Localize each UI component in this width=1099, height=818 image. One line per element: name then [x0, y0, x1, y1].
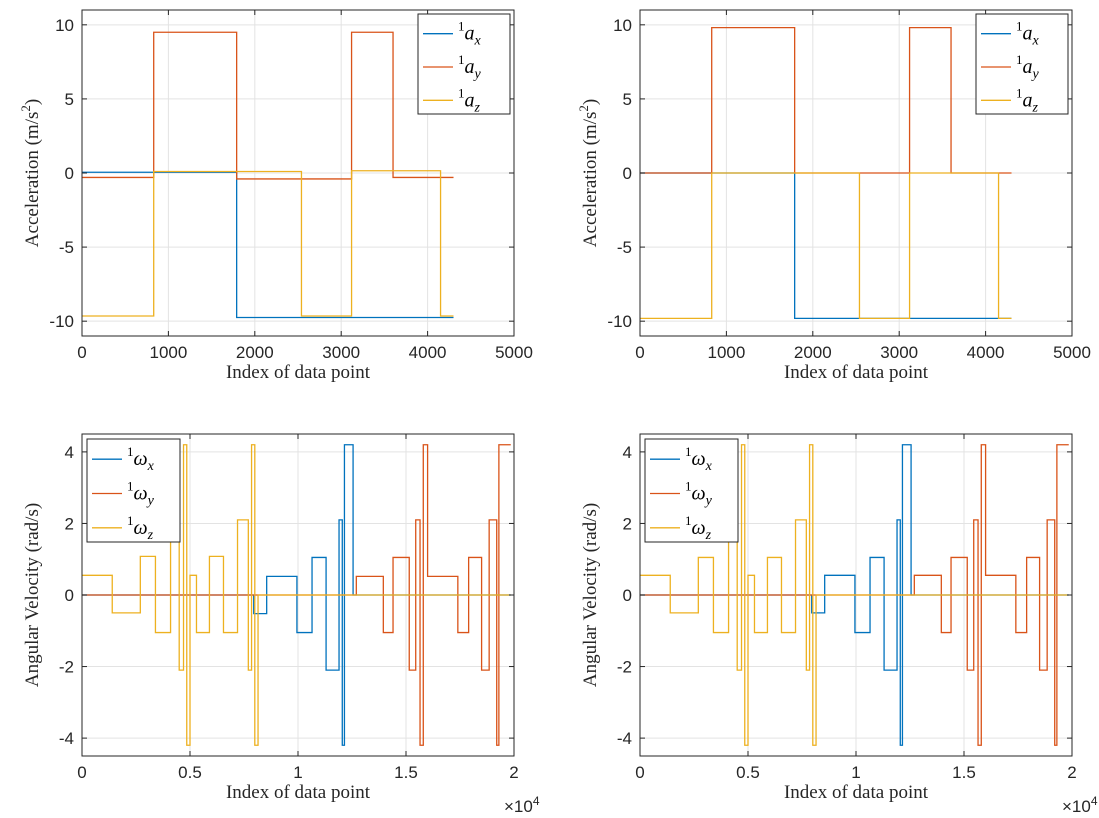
- y-tick-label: -4: [59, 729, 74, 748]
- y-tick-label: -2: [59, 658, 74, 677]
- legend-entry-z: 1ωz: [685, 513, 712, 543]
- legend-entry-y: 1ωy: [127, 479, 155, 509]
- y-tick-label: -4: [617, 729, 632, 748]
- x-tick-label: 1: [293, 763, 302, 782]
- y-tick-label: 5: [623, 90, 632, 109]
- legend-entry-z: 1ωz: [127, 513, 154, 543]
- series-line-z: [640, 172, 1012, 320]
- series-line-y: [82, 444, 511, 746]
- legend-entry-x: 1ax: [458, 19, 482, 49]
- chart-4: 0 0.5 1 1.5 2 -4 -2 0 2 4 Index of data point Angul…: [580, 433, 1098, 816]
- legend: 1ωx 1ωy 1ωz: [86, 438, 181, 543]
- series-line-x: [640, 444, 1069, 746]
- y-tick-label: 10: [613, 16, 632, 35]
- legend-entry-x: 1ωx: [127, 444, 155, 474]
- y-tick-label: -10: [607, 312, 632, 331]
- x-tick-label: 5000: [495, 343, 533, 362]
- legend-entry-x: 1ax: [1016, 19, 1040, 49]
- y-tick-label: 2: [65, 514, 74, 533]
- legend-entry-x: 1ωx: [685, 444, 713, 474]
- y-tick-label: -10: [49, 312, 74, 331]
- x-axis-label: Index of data point: [784, 362, 929, 383]
- y-tick-label: -5: [59, 238, 74, 257]
- y-tick-label: -5: [617, 238, 632, 257]
- x-tick-label: 0: [635, 343, 644, 362]
- chart-2: 0 1000 2000 3000 4000 5000 -10 -5 0 5 10 Index of d…: [576, 9, 1091, 383]
- y-tick-label: 0: [623, 164, 632, 183]
- y-tick-label: 2: [623, 514, 632, 533]
- x-tick-label: 2: [509, 763, 518, 782]
- legend-box: [417, 13, 511, 115]
- series-line-y: [82, 31, 454, 180]
- series-line-z: [82, 444, 511, 746]
- series-line-x: [82, 171, 454, 319]
- legend-entry-y: 1ay: [1016, 52, 1040, 82]
- y-axis-label: Angular Velocity (rad/s): [580, 503, 601, 687]
- x-axis-label: Index of data point: [784, 782, 929, 803]
- x-tick-label: 0.5: [178, 763, 202, 782]
- series-line-z: [82, 170, 454, 317]
- y-tick-label: 4: [65, 443, 74, 462]
- x-tick-label: 5000: [1053, 343, 1091, 362]
- legend-entry-y: 1ay: [458, 52, 482, 82]
- x-tick-label: 0: [77, 763, 86, 782]
- x-tick-label: 2: [1067, 763, 1076, 782]
- x-tick-label: 2000: [236, 343, 274, 362]
- x-tick-label: 4000: [409, 343, 447, 362]
- legend: 1ax 1ay 1az: [417, 13, 511, 115]
- y-tick-label: 10: [55, 16, 74, 35]
- x-tick-label: 3000: [880, 343, 918, 362]
- y-axis-label: Acceleration (m/s2): [576, 99, 601, 247]
- x-exponent-label: ×104: [1062, 794, 1098, 816]
- x-tick-label: 0: [635, 763, 644, 782]
- y-axis-label: Acceleration (m/s2): [18, 99, 43, 247]
- x-tick-label: 1000: [149, 343, 187, 362]
- x-tick-label: 1.5: [394, 763, 418, 782]
- series-line-y: [640, 444, 1069, 746]
- y-tick-label: 4: [623, 443, 632, 462]
- legend-entry-z: 1az: [1016, 85, 1039, 115]
- y-tick-label: -2: [617, 658, 632, 677]
- y-axis-label: Angular Velocity (rad/s): [22, 503, 43, 687]
- x-tick-label: 3000: [322, 343, 360, 362]
- x-tick-label: 2000: [794, 343, 832, 362]
- legend-entry-y: 1ωy: [685, 479, 713, 509]
- x-tick-label: 1: [851, 763, 860, 782]
- x-tick-label: 0: [77, 343, 86, 362]
- x-tick-label: 0.5: [736, 763, 760, 782]
- legend-box: [975, 13, 1069, 115]
- x-axis-label: Index of data point: [226, 362, 371, 383]
- series-line-z: [640, 444, 1069, 746]
- legend-box: [86, 438, 181, 543]
- y-tick-label: 0: [623, 586, 632, 605]
- y-tick-label: 0: [65, 586, 74, 605]
- x-tick-label: 4000: [967, 343, 1005, 362]
- x-tick-label: 1.5: [952, 763, 976, 782]
- legend-box: [644, 438, 739, 543]
- y-tick-label: 0: [65, 164, 74, 183]
- x-axis-label: Index of data point: [226, 782, 371, 803]
- chart-3: 0 0.5 1 1.5 2 -4 -2 0 2 4 Index of data point Angul…: [22, 433, 540, 816]
- chart-1: 0 1000 2000 3000 4000 5000 -10 -5 0 5 10 Index of d…: [18, 9, 533, 383]
- x-exponent-label: ×104: [504, 794, 540, 816]
- legend: 1ωx 1ωy 1ωz: [644, 438, 739, 543]
- legend-entry-z: 1az: [458, 85, 481, 115]
- legend: 1ax 1ay 1az: [975, 13, 1069, 115]
- series-line-x: [82, 444, 511, 746]
- y-tick-label: 5: [65, 90, 74, 109]
- x-tick-label: 1000: [707, 343, 745, 362]
